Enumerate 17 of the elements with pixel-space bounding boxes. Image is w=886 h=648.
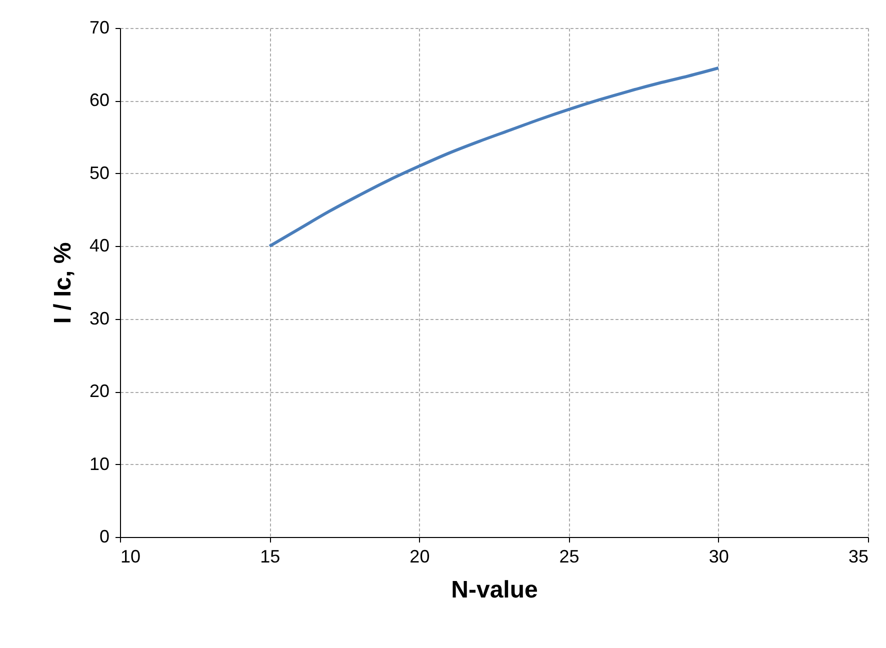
y-tick-label: 60 xyxy=(89,90,110,110)
y-tick-label: 0 xyxy=(99,526,110,546)
x-tick-label: 35 xyxy=(848,546,868,566)
x-tick-label: 15 xyxy=(260,546,280,566)
x-tick-label: 25 xyxy=(559,546,580,566)
x-tick-label: 20 xyxy=(410,546,430,566)
y-axis-title: I / Ic, % xyxy=(49,242,76,324)
y-tick-label: 20 xyxy=(89,381,110,402)
y-tick-label: 70 xyxy=(89,18,110,38)
y-tick-label: 10 xyxy=(89,454,110,474)
x-tick-label: 10 xyxy=(120,546,141,566)
y-tick-label: 50 xyxy=(89,162,110,183)
y-tick-label: 40 xyxy=(89,236,110,256)
y-tick-label: 30 xyxy=(89,308,110,328)
x-axis-title: N-value xyxy=(451,576,538,604)
line-series xyxy=(268,66,720,248)
x-tick-label: 30 xyxy=(708,546,729,566)
